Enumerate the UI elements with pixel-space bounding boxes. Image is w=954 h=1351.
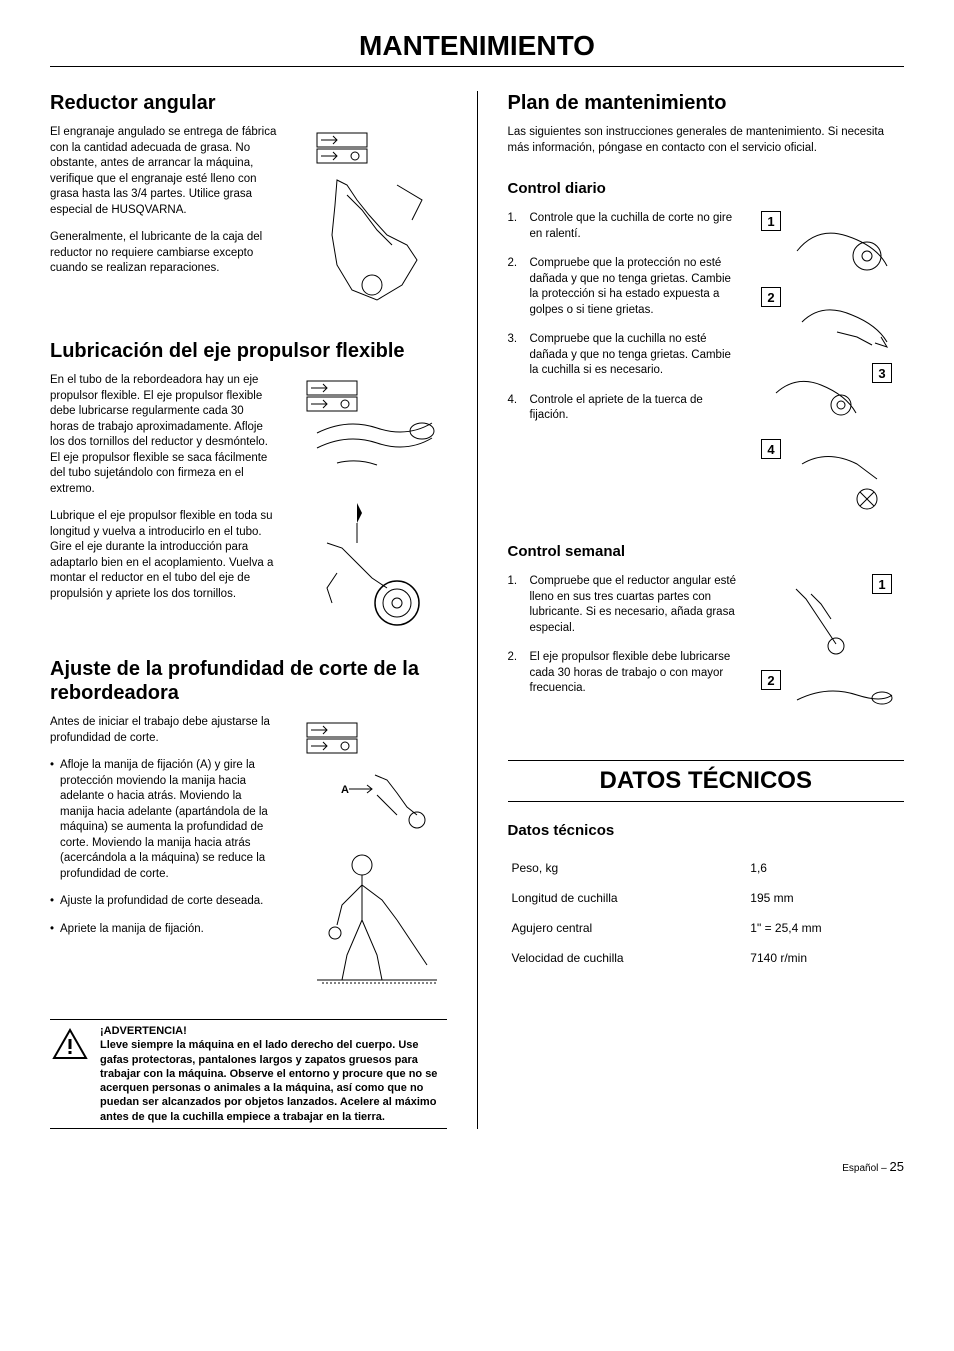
list-item: Controle el apriete de la tuerca de fija… bbox=[508, 393, 743, 424]
heading-reductor: Reductor angular bbox=[50, 91, 447, 115]
warning-title: ¡ADVERTENCIA! bbox=[100, 1025, 187, 1037]
table-row: Agujero central1" = 25,4 mm bbox=[508, 913, 905, 943]
section-diario: Control diario Controle que la cuchilla … bbox=[508, 180, 905, 519]
warning-body: Lleve siempre la máquina en el lado dere… bbox=[100, 1039, 437, 1122]
footer-lang: Español – bbox=[842, 1163, 889, 1174]
page-title: MANTENIMIENTO bbox=[50, 30, 904, 67]
section-lubricacion: Lubricación del eje propulsor flexible E… bbox=[50, 339, 447, 633]
callout-4: 4 bbox=[761, 439, 781, 459]
spec-val: 7140 r/min bbox=[746, 943, 904, 973]
para: El engranaje angulado se entrega de fábr… bbox=[50, 125, 285, 218]
bullet-item: Afloje la manija de fijación (A) y gire … bbox=[50, 758, 275, 882]
diagram-reductor bbox=[297, 125, 447, 315]
spec-val: 195 mm bbox=[746, 883, 904, 913]
callout-2: 2 bbox=[761, 670, 781, 690]
left-column: Reductor angular El engranaje angulado s… bbox=[50, 91, 447, 1129]
para: Las siguientes son instrucciones general… bbox=[508, 125, 905, 156]
specs-table: Peso, kg1,6 Longitud de cuchilla195 mm A… bbox=[508, 853, 905, 973]
diagram-ajuste: A bbox=[287, 715, 447, 995]
para: Generalmente, el lubricante de la caja d… bbox=[50, 230, 285, 277]
heading-datos: Datos técnicos bbox=[508, 822, 905, 839]
section-semanal: Control semanal Compruebe que el reducto… bbox=[508, 543, 905, 730]
para: En el tubo de la rebordeadora hay un eje… bbox=[50, 373, 275, 497]
callout-2: 2 bbox=[761, 287, 781, 307]
bullet-item: Apriete la manija de fijación. bbox=[50, 922, 275, 938]
heading-diario: Control diario bbox=[508, 180, 905, 197]
section-reductor: Reductor angular El engranaje angulado s… bbox=[50, 91, 447, 315]
spec-key: Longitud de cuchilla bbox=[508, 883, 747, 913]
two-column-layout: Reductor angular El engranaje angulado s… bbox=[50, 91, 904, 1129]
warning-text: ¡ADVERTENCIA! Lleve siempre la máquina e… bbox=[100, 1024, 447, 1124]
list-item: Compruebe que el reductor angular esté l… bbox=[508, 574, 743, 636]
page-footer: Español – 25 bbox=[50, 1159, 904, 1174]
bullet-item: Ajuste la profundidad de corte deseada. bbox=[50, 894, 275, 910]
spec-key: Velocidad de cuchilla bbox=[508, 943, 747, 973]
heading-semanal: Control semanal bbox=[508, 543, 905, 560]
table-row: Peso, kg1,6 bbox=[508, 853, 905, 883]
spec-val: 1,6 bbox=[746, 853, 904, 883]
footer-page: 25 bbox=[890, 1159, 904, 1174]
table-row: Velocidad de cuchilla7140 r/min bbox=[508, 943, 905, 973]
spec-key: Peso, kg bbox=[508, 853, 747, 883]
para: Antes de iniciar el trabajo debe ajustar… bbox=[50, 715, 275, 746]
diagram-diario: 1 2 3 4 bbox=[754, 211, 904, 519]
para: Lubrique el eje propulsor flexible en to… bbox=[50, 509, 275, 602]
warning-box: ¡ADVERTENCIA! Lleve siempre la máquina e… bbox=[50, 1019, 447, 1129]
callout-1: 1 bbox=[761, 211, 781, 231]
spec-val: 1" = 25,4 mm bbox=[746, 913, 904, 943]
label-a: A bbox=[341, 784, 349, 796]
spec-key: Agujero central bbox=[508, 913, 747, 943]
section-ajuste: Ajuste de la profundidad de corte de la … bbox=[50, 657, 447, 995]
column-separator bbox=[477, 91, 478, 1129]
callout-1: 1 bbox=[872, 574, 892, 594]
right-column: Plan de mantenimiento Las siguientes son… bbox=[508, 91, 905, 1129]
list-item: Compruebe que la protección no esté daña… bbox=[508, 256, 743, 318]
heading-ajuste: Ajuste de la profundidad de corte de la … bbox=[50, 657, 447, 705]
diagram-lubricacion bbox=[287, 373, 447, 633]
table-row: Longitud de cuchilla195 mm bbox=[508, 883, 905, 913]
section-plan: Plan de mantenimiento Las siguientes son… bbox=[508, 91, 905, 156]
diagram-semanal: 1 2 bbox=[754, 574, 904, 730]
warning-icon bbox=[50, 1024, 90, 1124]
list-item: Compruebe que la cuchilla no esté dañada… bbox=[508, 332, 743, 379]
heading-lubricacion: Lubricación del eje propulsor flexible bbox=[50, 339, 447, 363]
list-item: Controle que la cuchilla de corte no gir… bbox=[508, 211, 743, 242]
section-title-datos: DATOS TÉCNICOS bbox=[508, 760, 905, 802]
list-item: El eje propulsor flexible debe lubricars… bbox=[508, 650, 743, 697]
heading-plan: Plan de mantenimiento bbox=[508, 91, 905, 115]
callout-3: 3 bbox=[872, 363, 892, 383]
